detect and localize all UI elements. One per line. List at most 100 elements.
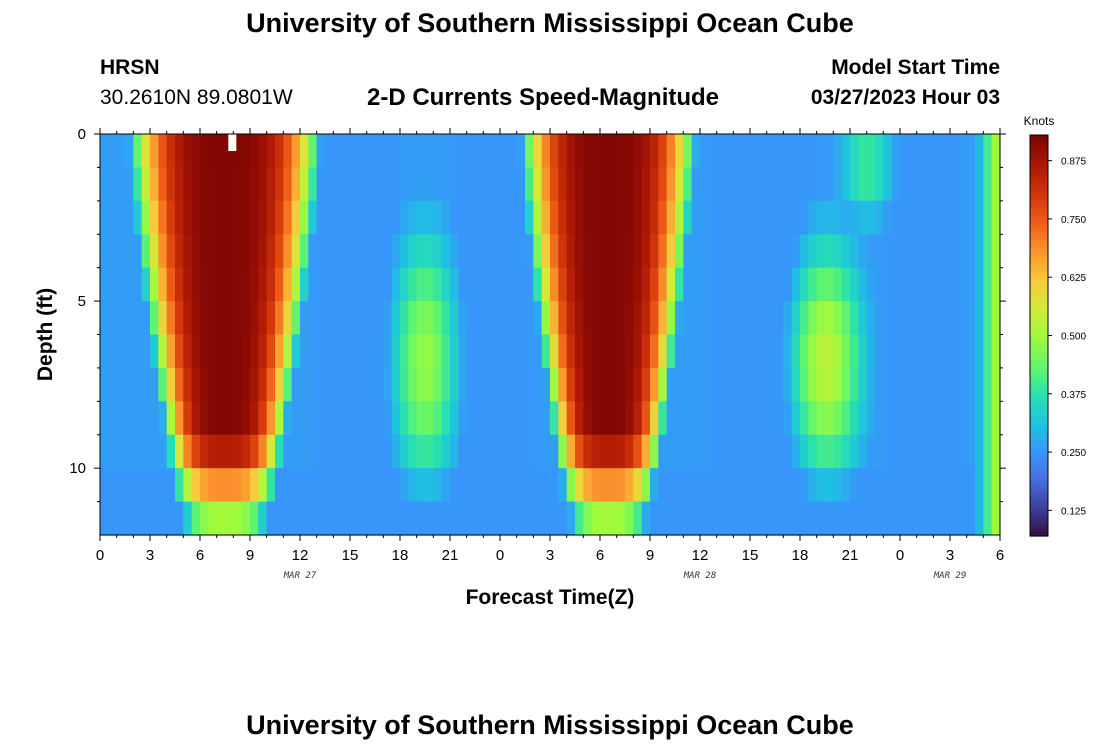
heatmap-cell [525,468,534,503]
heatmap-cell [175,200,184,235]
heatmap-cell [716,468,726,503]
heatmap-cell [108,134,118,169]
heatmap-cell [116,434,126,469]
heatmap-cell [183,301,193,336]
heatmap-cell [991,301,1001,336]
heatmap-cell [208,334,218,369]
heatmap-cell [341,167,351,202]
colorbar-segment [1030,135,1048,140]
heatmap-cell [933,167,943,202]
heatmap-cell [525,234,534,269]
heatmap-cell [758,501,768,536]
heatmap-cell [200,234,209,269]
heatmap-cell [883,301,893,336]
heatmap-cell [425,501,434,536]
heatmap-cell [358,468,368,503]
heatmap-cell [800,501,809,536]
heatmap-cell [191,167,201,202]
heatmap-cell [283,468,293,503]
heatmap-cell [408,234,418,269]
heatmap-cell [708,234,718,269]
heatmap-cell [666,468,676,503]
heatmap-cell [300,301,309,336]
heatmap-cell [116,134,126,169]
heatmap-cell [458,401,468,436]
heatmap-cell [133,200,143,235]
heatmap-cell [816,267,826,302]
heatmap-cell [600,267,609,302]
heatmap-cell [191,401,201,436]
colorbar-segment [1030,359,1048,365]
heatmap-cell [291,434,301,469]
heatmap-cell [800,134,809,169]
heatmap-cell [841,234,851,269]
heatmap-cell [125,301,134,336]
x-tick-label: 3 [546,547,554,564]
heatmap-cell [841,468,851,503]
heatmap-cell [450,434,459,469]
heatmap-cell [441,134,451,169]
heatmap-cell [941,367,951,402]
heatmap-cell [275,434,284,469]
heatmap-cell [833,167,843,202]
colorbar-segment [1030,159,1048,164]
heatmap-cell [583,234,593,269]
heatmap-cell [575,267,584,302]
heatmap-cell [816,501,826,536]
heatmap-cell [858,334,868,369]
heatmap-cell [283,267,293,302]
heatmap-cell [716,167,726,202]
heatmap-cell [941,200,951,235]
heatmap-cell [216,401,226,436]
heatmap-cell [975,234,984,269]
heatmap-cell [550,468,559,503]
heatmap-cell [475,267,484,302]
heatmap-cell [391,167,401,202]
heatmap-cell [683,334,693,369]
heatmap-cell [416,434,426,469]
heatmap-cell [500,301,509,336]
colorbar-segment [1030,363,1048,369]
colorbar-tick-label: 0.250 [1061,448,1086,459]
heatmap-cell [583,267,593,302]
heatmap-cell [308,234,318,269]
heatmap-cell [841,401,851,436]
heatmap-cell [616,200,626,235]
heatmap-cell [758,334,768,369]
heatmap-cell [516,367,526,402]
heatmap-cell [875,200,884,235]
heatmap-cell [958,434,968,469]
plot-title: 2-D Currents Speed-Magnitude [367,84,720,111]
heatmap-cell [791,200,801,235]
heatmap-cell [408,301,418,336]
heatmap-cell [725,468,734,503]
heatmap-cell [958,134,968,169]
heatmap-cell [691,134,701,169]
heatmap-cell [791,234,801,269]
heatmap-cell [316,468,326,503]
heatmap-cell [291,134,301,169]
heatmap-cell [491,501,501,536]
heatmap-cell [391,434,401,469]
heatmap-cell [158,134,168,169]
heatmap-cell [891,267,901,302]
colorbar-segment [1030,419,1048,425]
heatmap-cell [966,367,976,402]
heatmap-cell [600,301,609,336]
heatmap-cell [358,200,368,235]
heatmap-cell [450,334,459,369]
heatmap-cell [925,434,934,469]
heatmap-cell [983,167,993,202]
heatmap-cell [441,301,451,336]
heatmap-cell [366,434,376,469]
heatmap-cell [500,367,509,402]
heatmap-cell [250,401,259,436]
heatmap-cell [666,167,676,202]
heatmap-cell [233,434,243,469]
colorbar-segment [1030,283,1048,288]
heatmap-cell [766,200,776,235]
x-tick-label: 18 [392,547,409,564]
heatmap-cell [675,468,684,503]
heatmap-cell [625,401,634,436]
x-tick-label: 21 [842,547,859,564]
